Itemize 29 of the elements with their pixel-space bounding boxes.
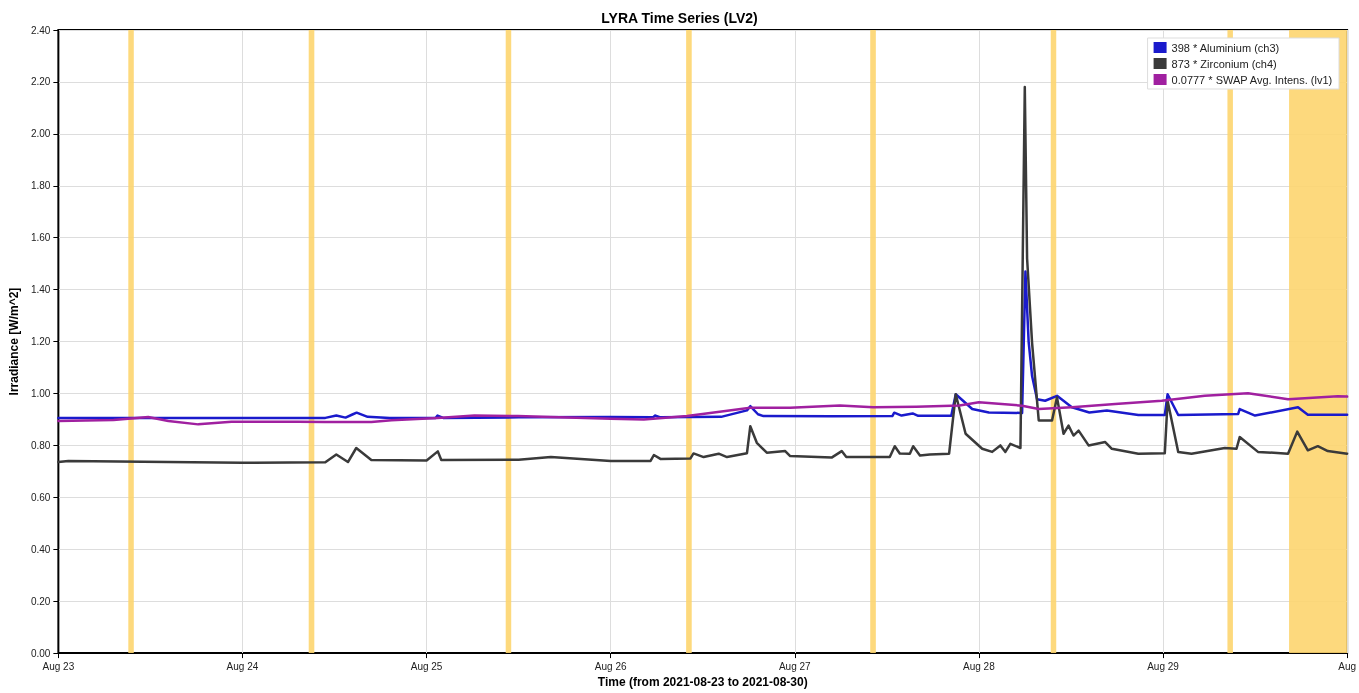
legend-label: 873 * Zirconium (ch4): [1171, 57, 1277, 70]
legend-label: 398 * Aluminium (ch3): [1171, 41, 1280, 54]
x-tick-label: Aug 25: [410, 660, 443, 672]
y-tick-label: 1.60: [30, 232, 51, 244]
y-tick-label: 0.40: [30, 543, 51, 555]
x-tick-label: Aug 29: [1147, 660, 1180, 672]
y-tick-label: 0.20: [30, 595, 51, 607]
y-tick-label: 1.20: [30, 336, 51, 348]
y-tick-label: 1.80: [30, 180, 51, 192]
y-tick-label: 2.20: [30, 76, 51, 88]
x-tick-label: Aug 27: [778, 660, 812, 672]
y-axis-title: Irradiance [W/m^2]: [7, 287, 21, 396]
y-tick-label: 0.80: [30, 439, 51, 451]
y-tick-label: 1.40: [30, 284, 51, 296]
x-tick-label: Aug 24: [226, 660, 259, 672]
y-tick-label: 2.00: [30, 128, 51, 140]
legend-label: 0.0777 * SWAP Avg. Intens. (lv1): [1171, 73, 1333, 86]
y-tick-label: 2.40: [30, 24, 51, 36]
chart-title: LYRA Time Series (LV2): [601, 10, 758, 26]
x-tick-label: Aug 28: [963, 660, 996, 672]
x-axis-title: Time (from 2021-08-23 to 2021-08-30): [597, 675, 808, 689]
line-series: [57, 85, 1349, 465]
x-tick-label: Aug 23: [42, 660, 75, 672]
y-tick-label: 0.60: [30, 491, 51, 503]
y-tick-label: 1.00: [30, 387, 51, 399]
y-tick-label: 0.00: [30, 647, 51, 659]
line-series: [57, 391, 1349, 426]
x-tick-label: Aug: [1338, 660, 1356, 672]
x-tick-label: Aug 26: [594, 660, 627, 672]
